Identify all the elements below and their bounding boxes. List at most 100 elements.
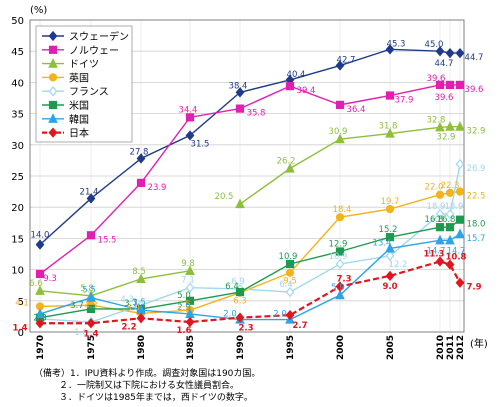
data-point	[385, 128, 395, 138]
data-point	[455, 277, 465, 288]
data-label: 16.8	[437, 215, 456, 225]
data-point	[86, 304, 96, 314]
data-label: 9.8	[181, 259, 195, 269]
data-label: 2.0	[223, 310, 237, 320]
data-point	[48, 86, 58, 97]
data-label: 40.4	[287, 70, 306, 80]
data-point	[285, 268, 295, 277]
data-label: 9.0	[382, 282, 397, 292]
data-point	[48, 100, 58, 110]
data-label: 6.6	[29, 279, 43, 289]
data-label: 3.5	[132, 298, 146, 308]
series-スウェーデン	[35, 44, 465, 250]
legend-label: 米国	[69, 99, 89, 112]
data-label: 21.4	[80, 187, 99, 197]
data-label: 1.6	[74, 328, 88, 338]
data-label: 32.9	[467, 127, 486, 137]
data-point	[445, 121, 455, 131]
footnote-2: ２．一院制又は下院における女性議員割合。	[59, 381, 240, 391]
data-point	[235, 312, 245, 323]
data-point	[48, 30, 58, 42]
x-tick-label: 2011	[446, 335, 456, 360]
y-tick-label: 40	[11, 78, 24, 89]
data-label: 39.4	[297, 86, 316, 96]
data-point	[48, 127, 58, 138]
data-label: 18.0	[467, 220, 486, 230]
axes: 0 5 10 15 20 25 30 35 40 45 50 1970 1975 1980 1985 1990…	[11, 16, 466, 360]
data-point	[435, 256, 445, 267]
legend-label: ドイツ	[69, 60, 99, 71]
series-line	[39, 270, 191, 297]
data-label: 2.9	[177, 303, 191, 313]
data-point	[445, 80, 455, 89]
x-tick-label: 1975	[87, 335, 97, 360]
legend-label: フランス	[69, 86, 109, 98]
data-point	[335, 247, 345, 256]
data-label: 27.8	[130, 148, 149, 158]
data-label: 10.9	[329, 252, 348, 262]
data-label: 6.3	[233, 297, 247, 307]
data-label: 20.5	[215, 192, 234, 202]
data-point	[385, 44, 395, 55]
data-label: 39.6	[465, 85, 484, 95]
data-label: 9.5	[283, 277, 297, 287]
series-line	[39, 190, 461, 314]
x-axis-unit: (年)	[470, 337, 488, 350]
data-label: 6.4	[225, 282, 239, 292]
data-label: 15.2	[379, 225, 398, 235]
data-point	[185, 113, 195, 122]
data-point	[455, 47, 465, 59]
data-label: 4.1	[15, 298, 29, 308]
data-label: 1.6	[176, 326, 191, 336]
data-point	[455, 228, 465, 239]
data-label: 18.9	[427, 202, 446, 212]
data-point	[385, 204, 395, 214]
data-point	[185, 316, 195, 328]
y-tick-label: 25	[11, 172, 24, 183]
data-point	[385, 242, 395, 253]
data-label: 14.7	[427, 246, 446, 256]
y-axis-unit: (%)	[30, 5, 47, 16]
data-label: 30.9	[329, 127, 348, 137]
data-point	[35, 239, 45, 250]
data-point	[285, 259, 295, 269]
data-label: 44.7	[435, 59, 454, 69]
data-point	[185, 265, 195, 275]
data-point	[445, 259, 455, 270]
data-point	[185, 282, 195, 293]
series-ドイツ	[35, 121, 465, 300]
data-point	[385, 233, 395, 242]
data-label: 3.7	[70, 301, 84, 311]
data-point	[435, 208, 445, 220]
data-point	[48, 73, 58, 82]
data-point	[435, 234, 445, 245]
x-tick-label: 2010	[436, 335, 446, 360]
data-point	[86, 318, 96, 329]
data-label: 5.5	[82, 286, 96, 296]
data-point	[235, 287, 245, 297]
data-point	[445, 223, 455, 232]
series-ノルウェー	[35, 80, 465, 279]
data-label: 5.8	[80, 284, 94, 294]
data-point	[136, 153, 146, 164]
data-point	[136, 273, 146, 284]
data-point	[48, 45, 58, 54]
data-point	[35, 285, 45, 295]
data-label: 3.0	[126, 303, 140, 313]
y-tick-label: 50	[11, 16, 24, 27]
footnotes: （備考）1．IPU資料より作成。調査対象国は190カ国。 ２．一院制又は下院にお…	[34, 368, 260, 404]
data-point	[136, 313, 146, 324]
data-point	[435, 46, 445, 57]
data-label: 7.1	[181, 276, 195, 286]
data-label: 39.6	[427, 74, 446, 84]
data-label: 5.0	[177, 291, 191, 301]
data-point	[285, 286, 295, 298]
data-point	[285, 162, 295, 173]
data-point	[35, 318, 45, 329]
data-label: 7.3	[336, 274, 351, 284]
data-label: 16.8	[425, 215, 444, 225]
data-label: 2.2	[121, 322, 136, 332]
data-point	[455, 159, 465, 170]
